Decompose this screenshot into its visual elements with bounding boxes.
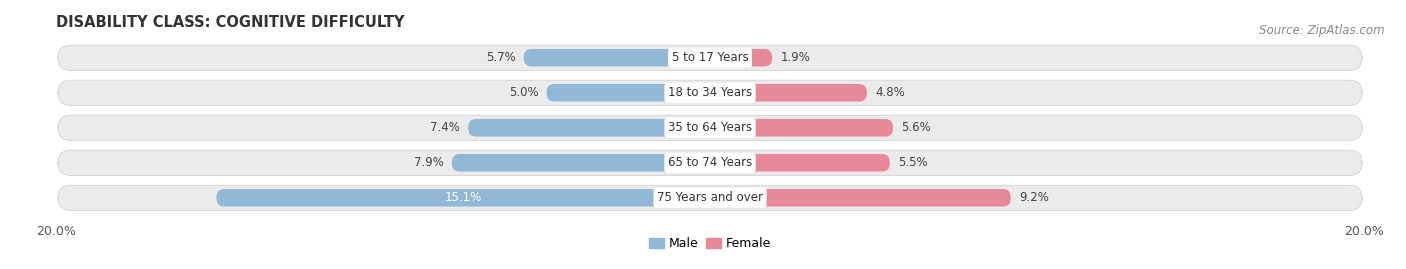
FancyBboxPatch shape: [58, 80, 1362, 105]
FancyBboxPatch shape: [710, 154, 890, 172]
Text: 7.9%: 7.9%: [413, 156, 444, 169]
Text: 5.5%: 5.5%: [898, 156, 928, 169]
Text: DISABILITY CLASS: COGNITIVE DIFFICULTY: DISABILITY CLASS: COGNITIVE DIFFICULTY: [56, 15, 405, 30]
Text: 18 to 34 Years: 18 to 34 Years: [668, 86, 752, 99]
Text: 65 to 74 Years: 65 to 74 Years: [668, 156, 752, 169]
Text: Source: ZipAtlas.com: Source: ZipAtlas.com: [1260, 24, 1385, 37]
FancyBboxPatch shape: [710, 84, 868, 101]
FancyBboxPatch shape: [468, 119, 710, 137]
FancyBboxPatch shape: [523, 49, 710, 66]
Text: 4.8%: 4.8%: [875, 86, 905, 99]
Text: 15.1%: 15.1%: [444, 191, 482, 204]
FancyBboxPatch shape: [710, 119, 893, 137]
Legend: Male, Female: Male, Female: [644, 232, 776, 255]
FancyBboxPatch shape: [58, 115, 1362, 140]
FancyBboxPatch shape: [58, 150, 1362, 175]
FancyBboxPatch shape: [58, 45, 1362, 70]
Text: 5.0%: 5.0%: [509, 86, 538, 99]
Text: 9.2%: 9.2%: [1019, 191, 1049, 204]
FancyBboxPatch shape: [217, 189, 710, 207]
Text: 75 Years and over: 75 Years and over: [657, 191, 763, 204]
Text: 1.9%: 1.9%: [780, 51, 810, 64]
FancyBboxPatch shape: [710, 49, 772, 66]
FancyBboxPatch shape: [710, 189, 1011, 207]
Text: 5.6%: 5.6%: [901, 121, 931, 134]
FancyBboxPatch shape: [451, 154, 710, 172]
FancyBboxPatch shape: [547, 84, 710, 101]
Text: 7.4%: 7.4%: [430, 121, 460, 134]
Text: 5.7%: 5.7%: [486, 51, 516, 64]
Text: 5 to 17 Years: 5 to 17 Years: [672, 51, 748, 64]
Text: 35 to 64 Years: 35 to 64 Years: [668, 121, 752, 134]
FancyBboxPatch shape: [58, 185, 1362, 210]
